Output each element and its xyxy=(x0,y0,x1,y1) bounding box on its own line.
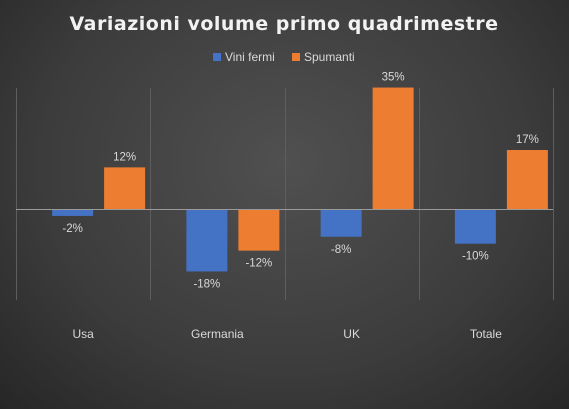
bar-spumanti-usa xyxy=(104,167,146,209)
chart-title: Variazioni volume primo quadrimestre xyxy=(70,13,499,35)
data-label-spumanti-germania: -12% xyxy=(245,258,272,270)
data-label-vini-fermi-germania: -18% xyxy=(193,278,220,290)
category-label-uk: UK xyxy=(343,327,360,341)
data-label-vini-fermi-usa: -2% xyxy=(62,223,82,235)
category-label-usa: Usa xyxy=(72,327,94,341)
bar-spumanti-uk xyxy=(372,87,414,209)
category-label-totale: Totale xyxy=(470,327,502,341)
bar-vini-fermi-totale xyxy=(454,209,496,244)
data-label-spumanti-usa: 12% xyxy=(113,151,136,163)
data-label-spumanti-uk: 35% xyxy=(382,72,405,84)
bar-spumanti-totale xyxy=(506,150,548,209)
legend-swatch-spumanti xyxy=(292,53,300,61)
bar-vini-fermi-uk xyxy=(320,209,362,237)
legend: Vini fermi Spumanti xyxy=(213,50,355,64)
data-label-vini-fermi-totale: -10% xyxy=(462,251,489,263)
category-label-germania: Germania xyxy=(191,327,244,341)
legend-label-spumanti: Spumanti xyxy=(304,50,355,64)
legend-label-vini-fermi: Vini fermi xyxy=(225,50,275,64)
bar-vini-fermi-germania xyxy=(186,209,228,272)
plot-area: -2% 12% Usa -18% -12% Germania -8% 35% UK -10% 17%… xyxy=(16,72,554,341)
bar-vini-fermi-usa xyxy=(52,209,94,216)
legend-swatch-vini-fermi xyxy=(213,53,221,61)
data-label-vini-fermi-uk: -8% xyxy=(331,244,351,256)
data-label-spumanti-totale: 17% xyxy=(516,134,539,146)
bar-spumanti-germania xyxy=(238,209,280,251)
